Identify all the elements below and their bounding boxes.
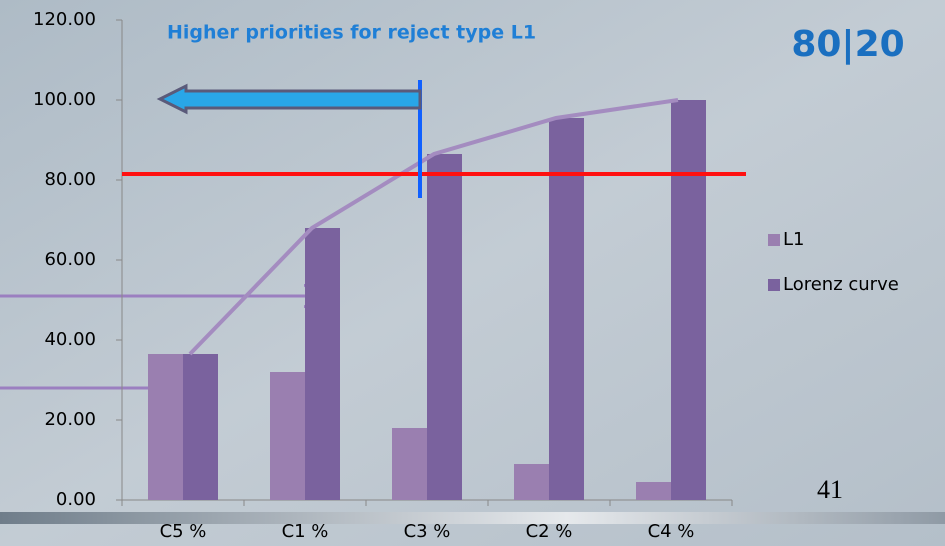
legend-swatch <box>768 279 780 291</box>
x-tick-label: C2 % <box>526 521 573 542</box>
y-tick-label: 40.00 <box>44 329 96 350</box>
y-tick-label: 100.00 <box>33 89 96 110</box>
bar <box>514 464 549 500</box>
footer-band <box>0 512 945 524</box>
legend-label: Lorenz curve <box>783 274 899 295</box>
arrow <box>156 83 422 115</box>
bar <box>270 372 305 500</box>
bar <box>549 118 584 500</box>
badge: 80|20 <box>791 24 904 65</box>
y-tick-label: 0.00 <box>56 489 96 510</box>
bar <box>671 100 706 500</box>
x-tick-label: C1 % <box>282 521 329 542</box>
bar <box>305 228 340 500</box>
legend-swatch <box>768 234 780 246</box>
y-tick-label: 120.00 <box>33 9 96 30</box>
x-tick-label: C4 % <box>648 521 695 542</box>
y-tick-label: 20.00 <box>44 409 96 430</box>
x-tick-label: C5 % <box>160 521 207 542</box>
page-number: 41 <box>817 475 843 504</box>
y-tick-label: 80.00 <box>44 169 96 190</box>
bar <box>427 154 462 500</box>
bar <box>148 354 183 500</box>
legend-label: L1 <box>783 229 804 250</box>
y-tick-label: 60.00 <box>44 249 96 270</box>
bar <box>636 482 671 500</box>
lorenz-line <box>188 98 679 356</box>
bar <box>183 354 218 500</box>
x-tick-label: C3 % <box>404 521 451 542</box>
bar <box>392 428 427 500</box>
chart-title: Higher priorities for reject type L1 <box>167 22 536 44</box>
